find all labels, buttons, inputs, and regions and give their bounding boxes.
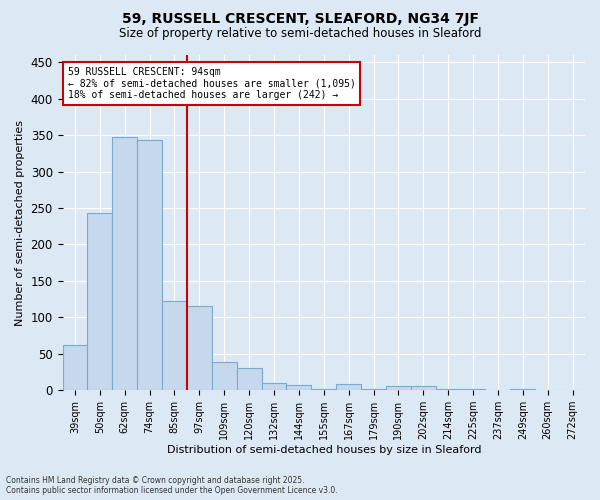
Text: Size of property relative to semi-detached houses in Sleaford: Size of property relative to semi-detach… — [119, 28, 481, 40]
Bar — [411, 386, 436, 390]
Bar — [386, 386, 411, 390]
Bar — [137, 140, 162, 390]
Title: 59, RUSSELL CRESCENT, SLEAFORD, NG34 7JF
Size of property relative to semi-detac: 59, RUSSELL CRESCENT, SLEAFORD, NG34 7JF… — [0, 499, 1, 500]
Bar — [88, 213, 112, 390]
Bar — [286, 385, 311, 390]
Bar — [236, 368, 262, 390]
Bar — [112, 136, 137, 390]
Bar — [62, 345, 88, 390]
Bar — [262, 383, 286, 390]
Text: Contains HM Land Registry data © Crown copyright and database right 2025.
Contai: Contains HM Land Registry data © Crown c… — [6, 476, 338, 495]
Y-axis label: Number of semi-detached properties: Number of semi-detached properties — [15, 120, 25, 326]
Bar — [162, 302, 187, 390]
Text: 59 RUSSELL CRESCENT: 94sqm
← 82% of semi-detached houses are smaller (1,095)
18%: 59 RUSSELL CRESCENT: 94sqm ← 82% of semi… — [68, 66, 356, 100]
Text: 59, RUSSELL CRESCENT, SLEAFORD, NG34 7JF: 59, RUSSELL CRESCENT, SLEAFORD, NG34 7JF — [121, 12, 479, 26]
Bar — [187, 306, 212, 390]
Bar — [311, 389, 336, 390]
Bar — [212, 362, 236, 390]
X-axis label: Distribution of semi-detached houses by size in Sleaford: Distribution of semi-detached houses by … — [167, 445, 481, 455]
Bar — [336, 384, 361, 390]
